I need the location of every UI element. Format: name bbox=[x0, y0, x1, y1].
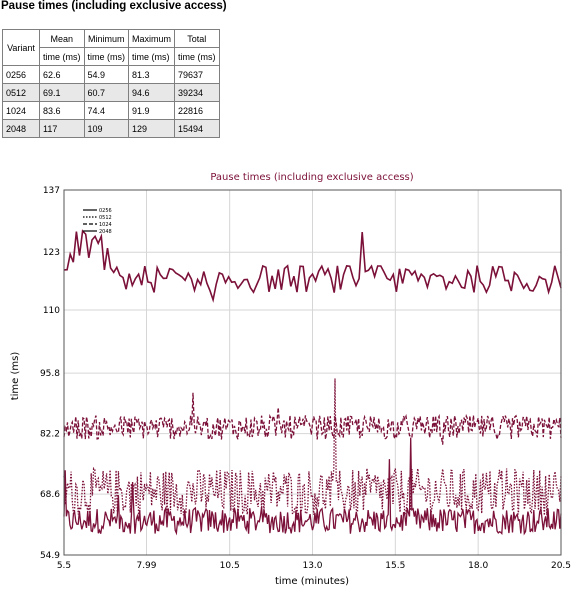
y-tick-label: 110 bbox=[43, 306, 60, 316]
cell-variant: 0512 bbox=[2, 83, 40, 102]
page-title: Pause times (including exclusive access) bbox=[1, 0, 227, 12]
cell-min: 74.4 bbox=[83, 101, 129, 120]
table-row: 1024 83.6 74.4 91.9 22816 bbox=[2, 101, 220, 120]
cell-variant: 2048 bbox=[2, 119, 40, 138]
cell-mean: 62.6 bbox=[39, 65, 85, 84]
legend-label-0256: 0256 bbox=[99, 208, 112, 214]
y-tick-label: 95.8 bbox=[40, 369, 60, 379]
x-tick-label: 18.0 bbox=[468, 561, 488, 571]
x-tick-label: 10.5 bbox=[220, 561, 240, 571]
plot-frame bbox=[63, 189, 562, 556]
chart-title: Pause times (including exclusive access) bbox=[210, 172, 413, 183]
cell-variant: 1024 bbox=[2, 101, 40, 120]
cell-mean: 69.1 bbox=[39, 83, 85, 102]
x-tick-label: 20.5 bbox=[551, 561, 571, 571]
legend-label-2048: 2048 bbox=[99, 229, 112, 235]
unit-mean: time (ms) bbox=[39, 47, 85, 66]
stats-table: Variant Mean Minimum Maximum Total time … bbox=[2, 29, 220, 138]
cell-max: 129 bbox=[127, 119, 176, 138]
variant-header: Variant bbox=[2, 29, 40, 66]
series-line-0256 bbox=[63, 437, 562, 536]
cell-min: 109 bbox=[83, 119, 129, 138]
cell-max: 91.9 bbox=[127, 101, 176, 120]
x-axis-label: time (minutes) bbox=[275, 576, 349, 587]
y-tick-labels: 54.9 68.6 82.2 95.8 110 123 137 bbox=[40, 186, 60, 561]
column-header-minimum: Minimum bbox=[83, 29, 129, 48]
y-tick-label: 137 bbox=[43, 186, 60, 196]
table-row: 2048 117 109 129 15494 bbox=[2, 119, 220, 138]
series-lines bbox=[63, 229, 562, 536]
y-tick-label: 68.6 bbox=[40, 490, 60, 500]
y-tick-label: 123 bbox=[43, 248, 60, 258]
cell-total: 15494 bbox=[174, 119, 220, 138]
x-tick-label: 5.5 bbox=[57, 561, 71, 571]
legend-label-1024: 1024 bbox=[99, 222, 112, 228]
cell-total: 39234 bbox=[174, 83, 220, 102]
column-header-maximum: Maximum bbox=[127, 29, 176, 48]
unit-maximum: time (ms) bbox=[127, 47, 176, 66]
cell-mean: 117 bbox=[39, 119, 85, 138]
cell-total: 79637 bbox=[174, 65, 220, 84]
cell-mean: 83.6 bbox=[39, 101, 85, 120]
cell-min: 54.9 bbox=[83, 65, 129, 84]
x-tick-label: 15.5 bbox=[385, 561, 405, 571]
table-row: 0512 69.1 60.7 94.6 39234 bbox=[2, 83, 220, 102]
unit-total: time (ms) bbox=[174, 47, 220, 66]
column-header-total: Total bbox=[174, 29, 220, 48]
legend-label-0512: 0512 bbox=[99, 215, 112, 221]
y-tick-label: 54.9 bbox=[40, 551, 60, 561]
x-tick-label: 13.0 bbox=[302, 561, 322, 571]
cell-max: 94.6 bbox=[127, 83, 176, 102]
unit-minimum: time (ms) bbox=[83, 47, 129, 66]
cell-variant: 0256 bbox=[2, 65, 40, 84]
cell-total: 22816 bbox=[174, 101, 220, 120]
pause-times-chart: Pause times (including exclusive access)… bbox=[10, 172, 571, 587]
cell-max: 81.3 bbox=[127, 65, 176, 84]
cell-min: 60.7 bbox=[83, 83, 129, 102]
table-header-row: Variant Mean Minimum Maximum Total bbox=[2, 29, 220, 66]
series-line-2048 bbox=[63, 229, 562, 303]
table-unit-row: time (ms) time (ms) time (ms) time (ms) bbox=[3, 47, 220, 66]
y-axis-label: time (ms) bbox=[10, 352, 21, 401]
series-line-0512 bbox=[63, 378, 562, 517]
x-tick-label: 7.99 bbox=[136, 561, 156, 571]
x-tick-labels: 5.5 7.99 10.5 13.0 15.5 18.0 20.5 bbox=[57, 561, 571, 571]
y-tick-label: 82.2 bbox=[40, 430, 60, 440]
table-row: 0256 62.6 54.9 81.3 79637 bbox=[2, 65, 220, 84]
column-header-mean: Mean bbox=[39, 29, 85, 48]
grid bbox=[63, 189, 562, 556]
